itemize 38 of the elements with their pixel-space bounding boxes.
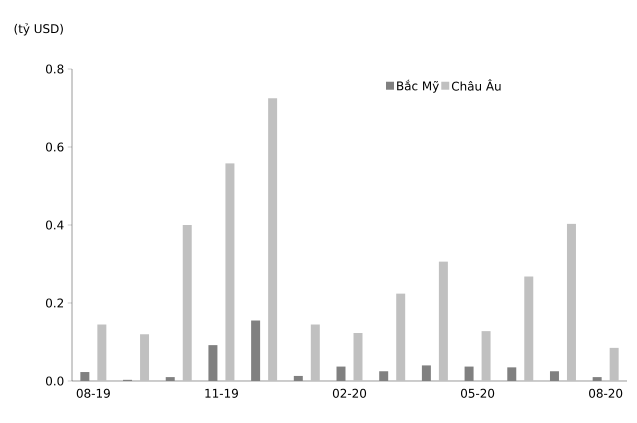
y-tick-label: 0.6	[46, 142, 64, 152]
bar	[80, 372, 90, 381]
bar	[592, 377, 602, 381]
bar	[310, 324, 320, 381]
y-tick-label: 0.4	[46, 220, 64, 230]
bar	[182, 225, 192, 381]
bar	[268, 98, 278, 381]
x-tick-label: 02-20	[332, 388, 366, 398]
bar	[379, 371, 388, 381]
bar	[294, 376, 303, 381]
bar	[396, 294, 406, 381]
y-tick-label: 0.2	[46, 298, 64, 308]
y-axis-title: (tỷ USD)	[14, 23, 63, 36]
bar	[97, 324, 106, 381]
x-tick-label: 05-20	[460, 388, 494, 398]
bar	[225, 163, 234, 381]
bar	[507, 367, 516, 381]
bar	[140, 334, 150, 381]
bar	[336, 366, 346, 381]
x-tick-label: 11-19	[205, 388, 238, 398]
y-tick-label: 0.8	[46, 64, 64, 74]
bar	[251, 320, 260, 381]
bar	[482, 331, 491, 381]
bar	[550, 371, 559, 381]
bar	[354, 333, 363, 381]
x-tick-label: 08-19	[76, 388, 110, 398]
bar	[464, 366, 474, 381]
bar	[610, 348, 619, 381]
legend-label: Châu Âu	[452, 79, 501, 91]
bar	[208, 345, 218, 381]
bar	[438, 262, 448, 381]
bar	[566, 224, 576, 381]
y-tick-label: 0.0	[46, 376, 64, 386]
bar	[524, 276, 534, 381]
bar	[166, 377, 175, 381]
bar	[422, 365, 431, 381]
legend-label: Bắc Mỹ	[397, 80, 439, 93]
x-tick-label: 08-20	[589, 388, 622, 398]
